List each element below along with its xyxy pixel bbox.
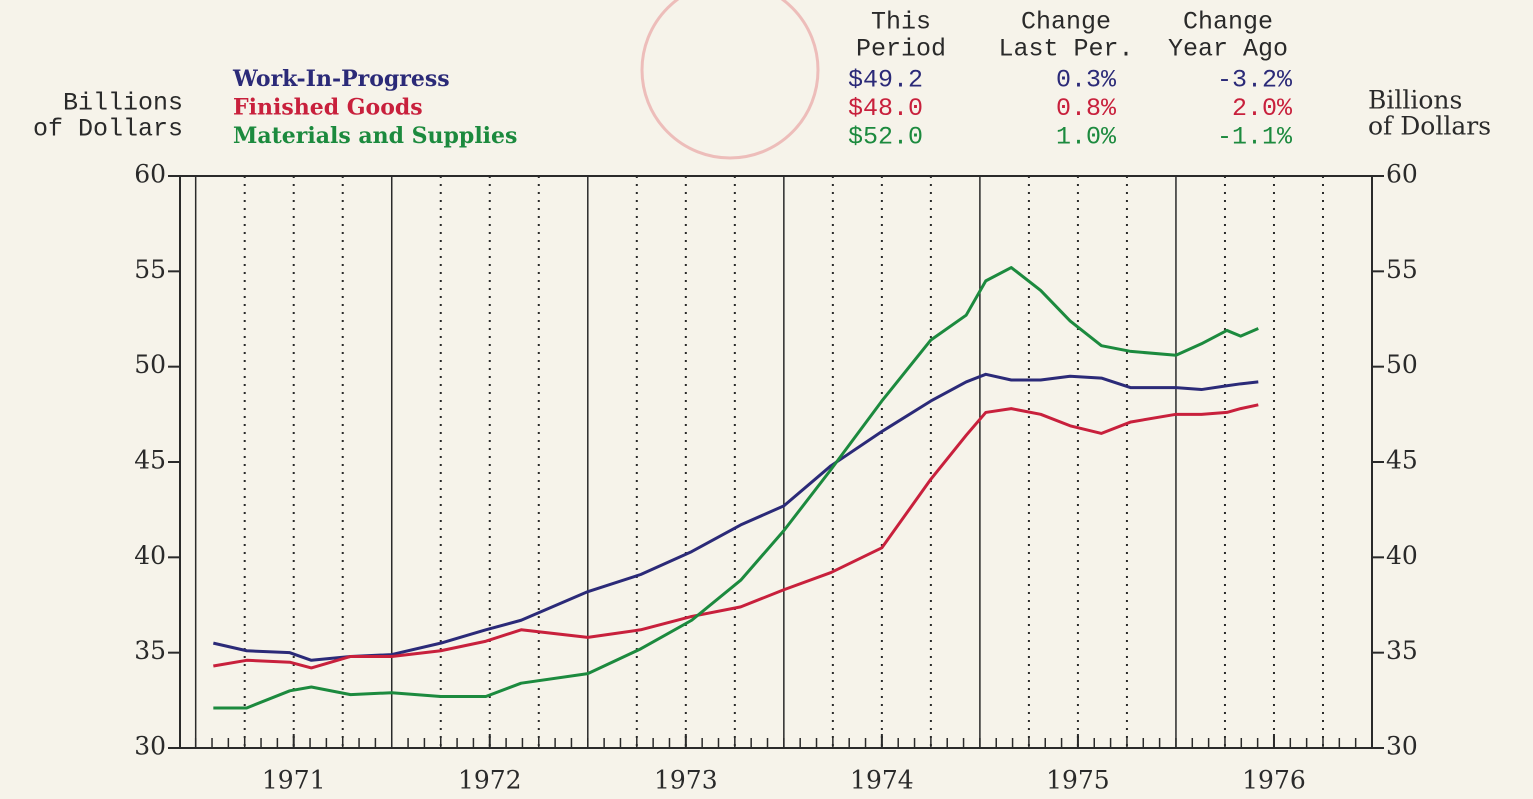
table-cell: 2.0% xyxy=(1232,94,1293,123)
y2-tick-label: 35 xyxy=(1386,636,1418,665)
y-tick-label: 40 xyxy=(134,541,166,570)
x-tick-label: 1974 xyxy=(850,766,914,795)
table-cell: 1.0% xyxy=(1056,123,1117,152)
y-tick-label: 55 xyxy=(134,255,166,284)
y-axis-label: Billions xyxy=(63,89,183,118)
y2-axis-label: of Dollars xyxy=(1368,112,1491,141)
y2-tick-label: 60 xyxy=(1386,160,1418,189)
x-tick-label: 1973 xyxy=(654,766,718,795)
y2-tick-label: 50 xyxy=(1386,350,1418,379)
y2-tick-label: 55 xyxy=(1386,255,1418,284)
table-header: This xyxy=(871,8,931,37)
table-cell: $48.0 xyxy=(848,94,923,123)
y-tick-label: 45 xyxy=(134,446,166,475)
y-tick-label: 60 xyxy=(134,160,166,189)
table-header: Change xyxy=(1021,8,1111,37)
table-cell: 0.8% xyxy=(1056,94,1117,123)
table-header: Year Ago xyxy=(1168,35,1288,64)
y-tick-label: 35 xyxy=(134,636,166,665)
series-line xyxy=(213,403,1259,670)
table-cell: -1.1% xyxy=(1217,123,1293,152)
table-header: Last Per. xyxy=(998,35,1133,64)
series-line xyxy=(213,266,1259,710)
y2-axis-label: Billions xyxy=(1368,86,1462,115)
x-tick-label: 1975 xyxy=(1046,766,1110,795)
y-tick-label: 50 xyxy=(134,350,166,379)
legend-label: Work-In-Progress xyxy=(232,66,450,92)
legend-label: Finished Goods xyxy=(233,95,423,121)
x-tick-label: 1972 xyxy=(458,766,522,795)
stamp xyxy=(640,0,820,160)
y2-tick-label: 40 xyxy=(1386,541,1418,570)
legend-label: Materials and Supplies xyxy=(233,123,517,149)
table-header: Period xyxy=(856,35,946,64)
table-cell: -3.2% xyxy=(1217,66,1293,95)
table-cell: $52.0 xyxy=(848,123,923,152)
y-tick-label: 30 xyxy=(134,732,166,761)
table-header: Change xyxy=(1183,8,1273,37)
y2-tick-label: 30 xyxy=(1386,732,1418,761)
table-cell: $49.2 xyxy=(848,66,923,95)
x-tick-label: 1976 xyxy=(1242,766,1306,795)
table-cell: 0.3% xyxy=(1056,66,1117,95)
y2-tick-label: 45 xyxy=(1386,446,1418,475)
x-tick-label: 1971 xyxy=(262,766,326,795)
y-axis-label: of Dollars xyxy=(33,115,183,144)
